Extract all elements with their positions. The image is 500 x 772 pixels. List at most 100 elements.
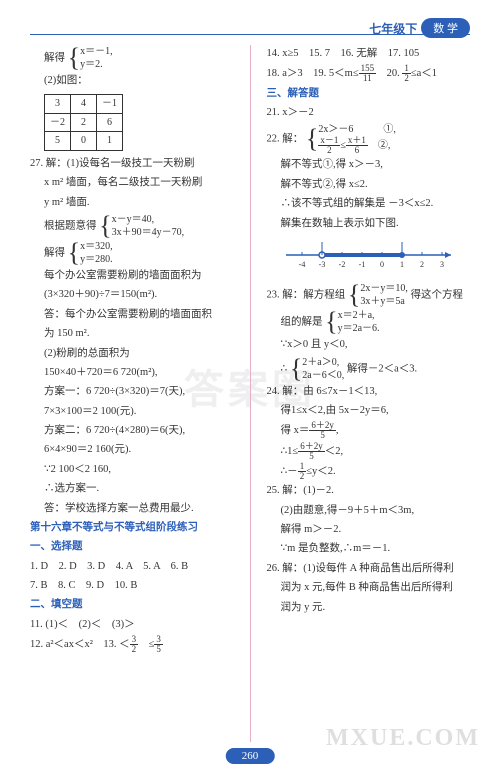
text: 得1≤x＜2,由 5x－2y＝6, bbox=[267, 402, 471, 420]
subsection-heading: 三、解答题 bbox=[267, 85, 471, 103]
eq: 2x－y＝10, bbox=[360, 283, 408, 294]
text: 组的解是 bbox=[281, 317, 323, 328]
text: (3×320＋90)÷7＝150(m²). bbox=[30, 286, 234, 304]
text: ∴该不等式组的解集是 －3＜x≤2. bbox=[267, 195, 471, 213]
t: 得 x＝ bbox=[281, 425, 310, 436]
svg-text:1: 1 bbox=[400, 260, 404, 269]
cell: 4 bbox=[71, 95, 97, 114]
cell: 2 bbox=[71, 113, 97, 132]
d: 5 bbox=[154, 645, 163, 654]
text: 方案二：6 720÷(4×280)＝6(天), bbox=[30, 422, 234, 440]
cell: 5 bbox=[45, 132, 71, 151]
svg-text:-2: -2 bbox=[338, 260, 345, 269]
t: ≤ bbox=[138, 639, 154, 650]
left-column: 解得 {x＝－1,y＝2. (2)如图： 34－1 －226 501 27. 解… bbox=[30, 45, 234, 742]
eq: x－y＝40, bbox=[112, 214, 155, 225]
text: 14. x≥5 15. 7 16. 无解 17. 105 bbox=[267, 45, 471, 63]
text: 18. a＞3 19. 5＜m≤15511 20. 12≤a＜1 bbox=[267, 64, 471, 83]
eq: y＝2. bbox=[80, 59, 103, 70]
text: 6×4×90＝2 160(元). bbox=[30, 441, 234, 459]
d: 6 bbox=[346, 146, 368, 155]
text: y m² 墙面. bbox=[30, 194, 234, 212]
t: ≤a＜1 bbox=[411, 68, 437, 79]
text: 解集在数轴上表示如下图. bbox=[267, 215, 471, 233]
eq: x＝2＋a, bbox=[338, 310, 375, 321]
text: x m² 墙面，每名二级技工一天粉刷 bbox=[30, 174, 234, 192]
d: 2 bbox=[402, 74, 411, 83]
text: 答：学校选择方案一总费用最少. bbox=[30, 500, 234, 518]
text: 1. D 2. D 3. D 4. A 5. A 6. B bbox=[30, 558, 234, 576]
text: 26. 解：(1)设每件 A 种商品售出后所得利 bbox=[267, 560, 471, 578]
cell: －2 bbox=[45, 113, 71, 132]
d: 2 bbox=[298, 472, 307, 481]
cell: 0 bbox=[71, 132, 97, 151]
watermark-corner: MXUE.COM bbox=[326, 725, 480, 752]
d: 2 bbox=[318, 146, 340, 155]
svg-text:-1: -1 bbox=[358, 260, 365, 269]
page-number: 260 bbox=[226, 748, 275, 764]
eq: 2＋a＞0, bbox=[302, 357, 339, 368]
text: 7×3×100＝2 100(元). bbox=[30, 403, 234, 421]
section-heading: 第十六章不等式与不等式组阶段练习 bbox=[30, 519, 234, 537]
svg-text:-4: -4 bbox=[298, 260, 305, 269]
cell: 1 bbox=[97, 132, 123, 151]
t: ∴－ bbox=[281, 466, 298, 477]
text: 每个办公室需要粉刷的墙面面积为 bbox=[30, 267, 234, 285]
subsection-heading: 二、填空题 bbox=[30, 596, 234, 614]
text: 25. 解：(1)－2. bbox=[267, 482, 471, 500]
text: 解得 m＞－2. bbox=[267, 521, 471, 539]
text: 解得 bbox=[44, 52, 65, 63]
text: 润为 x 元,每件 B 种商品售出后所得利 bbox=[267, 579, 471, 597]
text: 解得 bbox=[44, 247, 65, 258]
text: 7. B 8. C 9. D 10. B bbox=[30, 577, 234, 595]
number-line: -4-3-2-1 0123 bbox=[267, 237, 471, 278]
eq: y＝280. bbox=[80, 254, 113, 265]
text: 23. 解：解方程组 {2x－y＝10,3x＋y＝5a 得这个方程 bbox=[267, 282, 471, 308]
text: 150×40＋720＝6 720(m²), bbox=[30, 364, 234, 382]
eq: x＝320, bbox=[80, 241, 113, 252]
text: ∵m 是负整数,∴m＝－1. bbox=[267, 540, 471, 558]
cell: －1 bbox=[97, 95, 123, 114]
svg-text:-3: -3 bbox=[318, 260, 325, 269]
d: 11 bbox=[359, 74, 377, 83]
text: ∵2 100＜2 160, bbox=[30, 461, 234, 479]
subject-badge: 数 学 bbox=[421, 18, 470, 38]
data-grid: 34－1 －226 501 bbox=[44, 94, 123, 151]
eq: 3x＋90＝4y－70, bbox=[112, 227, 185, 238]
text: 为 150 m². bbox=[30, 325, 234, 343]
text: 解不等式②,得 x≤2. bbox=[267, 176, 471, 194]
t: 22. 解： bbox=[267, 134, 304, 145]
text: (2)粉刷的总面积为 bbox=[30, 345, 234, 363]
text: ∴ bbox=[281, 363, 288, 374]
text: 12. a²＜ax＜x² 13. ＜32 ≤35 bbox=[30, 635, 234, 654]
t: 18. a＞3 19. 5＜m≤ bbox=[267, 68, 359, 79]
d: 2 bbox=[130, 645, 139, 654]
text: 11. (1)＜ (2)＜ (3)＞ bbox=[30, 616, 234, 634]
eq: 2a－6＜0, bbox=[302, 370, 344, 381]
eq: y＝2a－6. bbox=[338, 323, 380, 334]
content-area: 解得 {x＝－1,y＝2. (2)如图： 34－1 －226 501 27. 解… bbox=[30, 45, 470, 742]
t: ∴1≤ bbox=[281, 446, 299, 457]
d: 5 bbox=[309, 431, 336, 440]
text: 22. 解： { 2x＞－6 ①, x－12≤x＋16 ②, bbox=[267, 123, 471, 155]
column-divider bbox=[250, 45, 251, 742]
text: 方案一：6 720÷(3×320)＝7(天), bbox=[30, 383, 234, 401]
text: ∴选方案一. bbox=[30, 480, 234, 498]
t: , bbox=[336, 425, 339, 436]
eq: 2x＞－6 ①, bbox=[318, 124, 396, 135]
right-column: 14. x≥5 15. 7 16. 无解 17. 105 18. a＞3 19.… bbox=[267, 45, 471, 742]
text: (2)如图： bbox=[30, 72, 234, 90]
text: 27. 解：(1)设每名一级技工一天粉刷 bbox=[30, 155, 234, 173]
text: 24. 解：由 6≤7x－1＜13, bbox=[267, 383, 471, 401]
eq: x＝－1, bbox=[80, 46, 113, 57]
t: 20. bbox=[376, 68, 402, 79]
text: ∵x＞0 且 y＜0, bbox=[267, 336, 471, 354]
t: ②, bbox=[368, 140, 391, 151]
cell: 6 bbox=[97, 113, 123, 132]
text: 润为 y 元. bbox=[267, 599, 471, 617]
subsection-heading: 一、选择题 bbox=[30, 538, 234, 556]
d: 5 bbox=[298, 452, 325, 461]
t: 23. 解：解方程组 bbox=[267, 290, 346, 301]
t: 得这个方程 bbox=[410, 290, 463, 301]
t: ＜2, bbox=[325, 446, 343, 457]
